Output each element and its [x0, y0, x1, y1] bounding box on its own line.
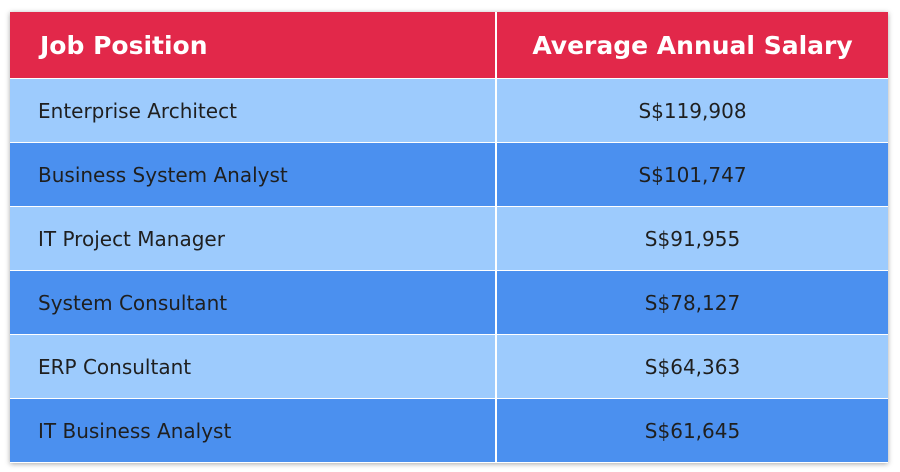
job-position: IT Business Analyst: [10, 399, 497, 462]
salary: S$78,127: [644, 290, 741, 315]
salary: S$61,645: [644, 418, 741, 443]
header-cell: Job Position: [10, 12, 497, 78]
table-row: IT Business Analyst S$61,645: [10, 399, 888, 462]
table-row: IT Project Manager S$91,955: [10, 207, 888, 270]
job-position: Business System Analyst: [10, 143, 497, 206]
table-row: Business System Analyst S$101,747: [10, 143, 888, 206]
salary-table: Job Position Average Annual Salary Enter…: [10, 12, 888, 463]
job-position: Enterprise Architect: [10, 79, 497, 142]
table-row: ERP Consultant S$64,363: [10, 335, 888, 398]
job-position: System Consultant: [10, 271, 497, 334]
salary: S$101,747: [638, 162, 747, 187]
table-row: System Consultant S$78,127: [10, 271, 888, 334]
job-position: IT Project Manager: [10, 207, 497, 270]
job-position: ERP Consultant: [10, 335, 497, 398]
header-row: Job Position Average Annual Salary: [10, 12, 888, 78]
table-row: Enterprise Architect S$119,908: [10, 79, 888, 142]
salary: S$91,955: [644, 226, 741, 251]
header-cell: Average Annual Salary: [532, 30, 853, 60]
salary: S$64,363: [644, 354, 741, 379]
salary: S$119,908: [638, 98, 747, 123]
